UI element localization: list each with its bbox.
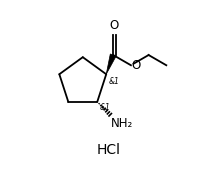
Text: &1: &1 bbox=[109, 77, 120, 86]
Text: NH₂: NH₂ bbox=[111, 117, 133, 130]
Text: O: O bbox=[110, 19, 119, 32]
Text: &1: &1 bbox=[100, 102, 111, 111]
Text: O: O bbox=[132, 59, 141, 72]
Text: HCl: HCl bbox=[96, 143, 120, 157]
Polygon shape bbox=[106, 54, 116, 74]
